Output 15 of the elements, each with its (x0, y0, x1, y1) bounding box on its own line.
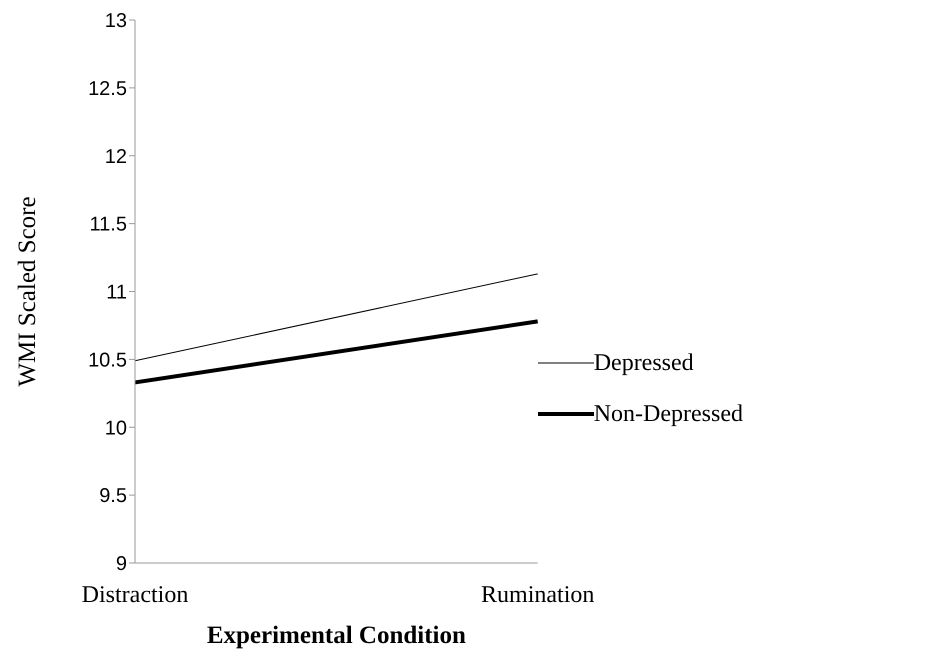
y-tick-label: 12.5 (88, 78, 127, 100)
y-tick-label: 10 (104, 417, 127, 440)
x-tick-label: Distraction (82, 582, 188, 608)
x-axis-title: Experimental Condition (206, 622, 466, 649)
y-tick-label: 9 (116, 553, 127, 576)
y-tick-label: 11.5 (90, 214, 127, 236)
y-tick-label: 9.5 (99, 485, 127, 508)
x-tick-label: Rumination (481, 582, 594, 608)
legend-label: Depressed (594, 350, 694, 376)
legend-label: Non-Depressed (594, 400, 743, 428)
y-axis-title: WMI Scaled Score (14, 196, 41, 387)
y-tick-label: 10.5 (88, 349, 127, 372)
y-tick-label: 13 (104, 10, 127, 32)
y-tick-label: 12 (104, 146, 127, 168)
y-tick-label: 11 (106, 282, 127, 304)
